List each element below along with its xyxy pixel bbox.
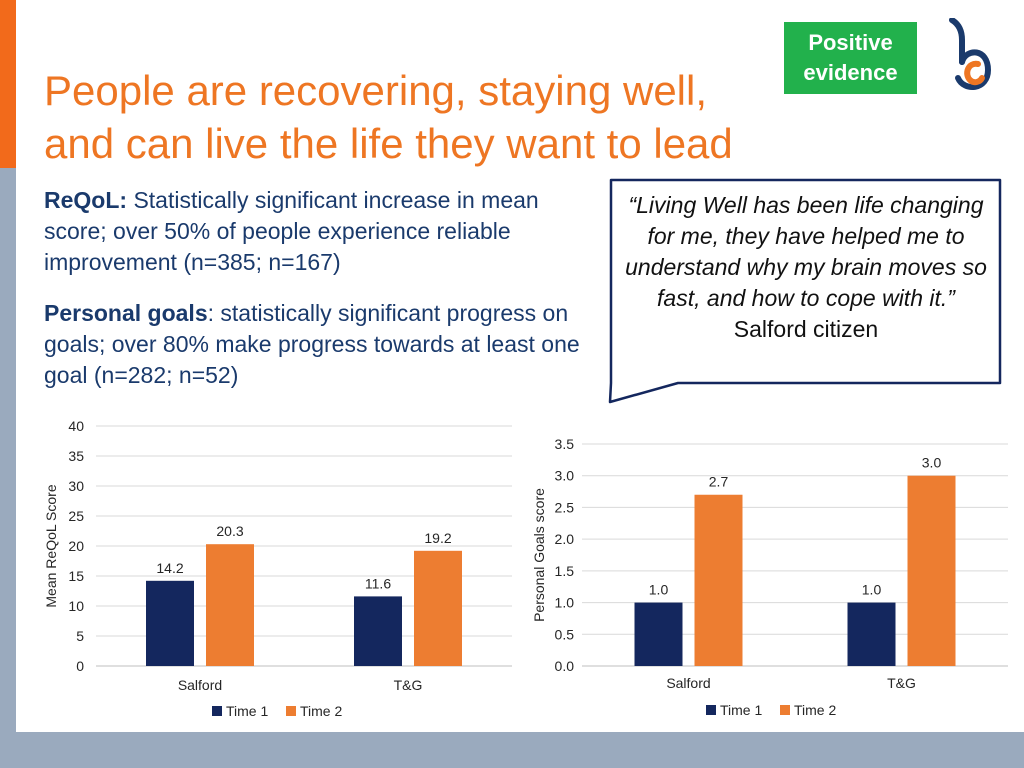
- goals-data-label: 1.0: [649, 582, 669, 598]
- b-logo-icon: [949, 18, 992, 90]
- goals-y-tick-label: 0.0: [555, 658, 575, 674]
- goals-y-tick-label: 2.0: [555, 531, 575, 547]
- reqol-legend-swatch: [212, 706, 222, 716]
- reqol-data-label: 14.2: [156, 560, 183, 576]
- reqol-y-tick-label: 15: [68, 568, 84, 584]
- goals-category-label: Salford: [666, 675, 710, 691]
- reqol-legend-label: Time 1: [226, 703, 268, 719]
- goals-y-tick-label: 0.5: [555, 626, 575, 642]
- quote-attribution: Salford citizen: [733, 316, 879, 342]
- reqol-y-axis-label: Mean ReQoL Score: [43, 484, 59, 607]
- finding-personal-goals: Personal goals: statistically significan…: [44, 298, 604, 391]
- positive-evidence-badge: Positive evidence: [784, 22, 917, 94]
- goals-data-label: 2.7: [709, 474, 729, 490]
- goals-y-tick-label: 2.5: [555, 499, 575, 515]
- slide-title-line-2: and can live the life they want to lead: [44, 120, 733, 167]
- finding-reqol-heading: ReQoL:: [44, 187, 128, 213]
- slide-title-line-1: People are recovering, staying well,: [44, 67, 708, 114]
- key-findings: ReQoL: Statistically significant increas…: [44, 185, 604, 411]
- reqol-category-label: T&G: [394, 677, 423, 693]
- goals-data-label: 1.0: [862, 582, 882, 598]
- reqol-legend-swatch: [286, 706, 296, 716]
- finding-reqol-text: Statistically significant increase in me…: [44, 187, 539, 275]
- reqol-data-label: 20.3: [216, 523, 243, 539]
- reqol-y-tick-label: 20: [68, 538, 84, 554]
- badge-line-2: evidence: [803, 60, 898, 85]
- reqol-legend-label: Time 2: [300, 703, 342, 719]
- quote-callout: [608, 178, 1002, 404]
- reqol-y-tick-label: 25: [68, 508, 84, 524]
- reqol-y-tick-label: 30: [68, 478, 84, 494]
- goals-category-label: T&G: [887, 675, 916, 691]
- reqol-bar: [146, 580, 194, 666]
- goals-y-axis-label: Personal Goals score: [531, 488, 547, 622]
- goals-y-tick-label: 3.5: [555, 436, 575, 452]
- goals-legend-swatch: [780, 705, 790, 715]
- reqol-chart: 0 5 10 15 20 25 30 35 40 Mean ReQoL Score Salford 1…: [40, 412, 520, 728]
- personal-goals-chart: 0.0 0.5 1.0 1.5 2.0 2.5 3.0 3.5 Personal Goals s…: [530, 430, 1020, 728]
- title-accent-bar: [0, 0, 16, 168]
- reqol-category-label: Salford: [178, 677, 222, 693]
- goals-bar: [907, 475, 956, 666]
- slide-title: People are recovering, staying well, and…: [44, 64, 804, 170]
- reqol-bar: [206, 544, 254, 666]
- personal-goals-bar-chart: 0.0 0.5 1.0 1.5 2.0 2.5 3.0 3.5 Personal Goals s…: [531, 436, 1008, 718]
- reqol-y-tick-label: 35: [68, 448, 84, 464]
- goals-y-tick-label: 1.0: [555, 595, 575, 611]
- goals-y-tick-label: 1.5: [555, 563, 575, 579]
- reqol-bar: [414, 550, 462, 666]
- slide-frame-bottom: [0, 732, 1024, 768]
- goals-legend-label: Time 2: [794, 702, 836, 718]
- finding-reqol: ReQoL: Statistically significant increas…: [44, 185, 604, 278]
- goals-data-label: 3.0: [922, 455, 942, 471]
- reqol-bar-chart: 0 5 10 15 20 25 30 35 40 Mean ReQoL Score Salford 1…: [43, 418, 512, 719]
- reqol-data-label: 11.6: [365, 575, 391, 591]
- goals-bar: [694, 494, 743, 666]
- badge-line-1: Positive: [808, 30, 893, 55]
- reqol-y-tick-label: 5: [76, 628, 84, 644]
- reqol-bar: [354, 596, 402, 666]
- goals-legend-label: Time 1: [720, 702, 762, 718]
- quote-text: “Living Well has been life changing for …: [625, 192, 987, 311]
- reqol-y-tick-label: 10: [68, 598, 84, 614]
- goals-y-tick-label: 3.0: [555, 468, 575, 484]
- finding-goals-heading: Personal goals: [44, 300, 208, 326]
- goals-legend-swatch: [706, 705, 716, 715]
- goals-bar: [847, 602, 896, 666]
- goals-bar: [634, 602, 683, 666]
- finding-goals-text: : statistically significant progress on …: [44, 300, 580, 388]
- reqol-data-label: 19.2: [424, 530, 451, 546]
- reqol-y-tick-label: 0: [76, 658, 84, 674]
- quote-text-block: “Living Well has been life changing for …: [620, 190, 992, 345]
- reqol-y-tick-label: 40: [68, 418, 84, 434]
- slide-frame-left: [0, 0, 16, 768]
